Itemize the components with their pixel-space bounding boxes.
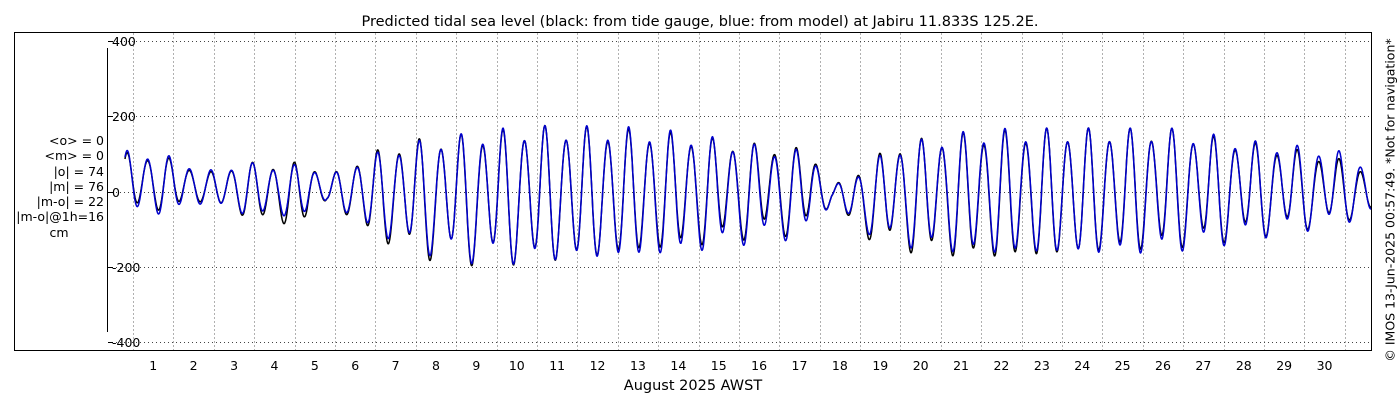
x-tick-label: 26 [1155,358,1171,373]
stats-panel: <o> = 0 <m> = 0 |o| = 74 |m| = 76 |m-o| … [0,133,104,240]
y-tick-label: 200 [112,109,136,124]
x-tick-label: 19 [872,358,888,373]
x-tick-label: 23 [1034,358,1050,373]
plot-frame [14,32,1372,351]
x-tick-label: 20 [913,358,929,373]
x-tick-label: 18 [832,358,848,373]
x-tick-label: 30 [1317,358,1333,373]
stat-abs-difference: |m-o| = 22 [36,194,104,210]
x-tick-label: 25 [1115,358,1131,373]
stat-unit: cm [49,224,69,240]
x-tick-label: 13 [630,358,646,373]
x-axis-label: August 2025 AWST [624,378,763,394]
stat-mean-model: <m> = 0 [44,148,105,164]
chart-title: Predicted tidal sea level (black: from t… [361,14,1038,30]
y-tick-label: -200 [112,260,140,275]
x-tick-label: 5 [311,358,319,373]
x-tick-label: 24 [1074,358,1090,373]
stat-abs-model: |m| = 76 [49,178,104,194]
copyright-note: © IMOS 13-Jun-2025 00:57:49. *Not for na… [1382,38,1398,362]
x-tick-label: 6 [351,358,359,373]
x-tick-label: 1 [149,358,157,373]
model-series-line [124,124,1372,265]
y-tick-label: 400 [112,34,136,49]
x-tick-label: 16 [751,358,767,373]
x-tick-label: 12 [590,358,606,373]
x-tick-label: 4 [270,358,278,373]
x-tick-label: 9 [472,358,480,373]
x-tick-label: 17 [792,358,808,373]
x-tick-label: 15 [711,358,727,373]
stat-abs-difference-1h: |m-o|@1h=16 [16,209,104,225]
x-tick-label: 8 [432,358,440,373]
x-tick-label: 28 [1236,358,1252,373]
y-tick-label: -400 [112,335,140,350]
x-tick-label: 10 [509,358,525,373]
stat-mean-observed: <o> = 0 [49,133,104,148]
x-tick-label: 7 [392,358,400,373]
y-axis: -400 -200 0 200 400 [108,34,140,350]
x-tick-label: 3 [230,358,238,373]
plot-lines [124,124,1372,267]
x-tick-label: 27 [1195,358,1211,373]
x-tick-label: 14 [670,358,686,373]
x-tick-label: 2 [190,358,198,373]
x-gridlines [133,33,1346,350]
y-gridlines [108,41,1371,343]
x-tick-label: 11 [549,358,565,373]
x-tick-label: 21 [953,358,969,373]
x-tick-label: 22 [993,358,1009,373]
stat-abs-observed: |o| = 74 [53,163,104,179]
x-tick-label: 29 [1276,358,1292,373]
x-axis: 1 2 3 4 5 6 7 8 9 10 11 12 13 14 15 16 17 18 19 20 21 22 23 24 2… [149,358,1332,373]
y-tick-label: 0 [112,185,120,200]
